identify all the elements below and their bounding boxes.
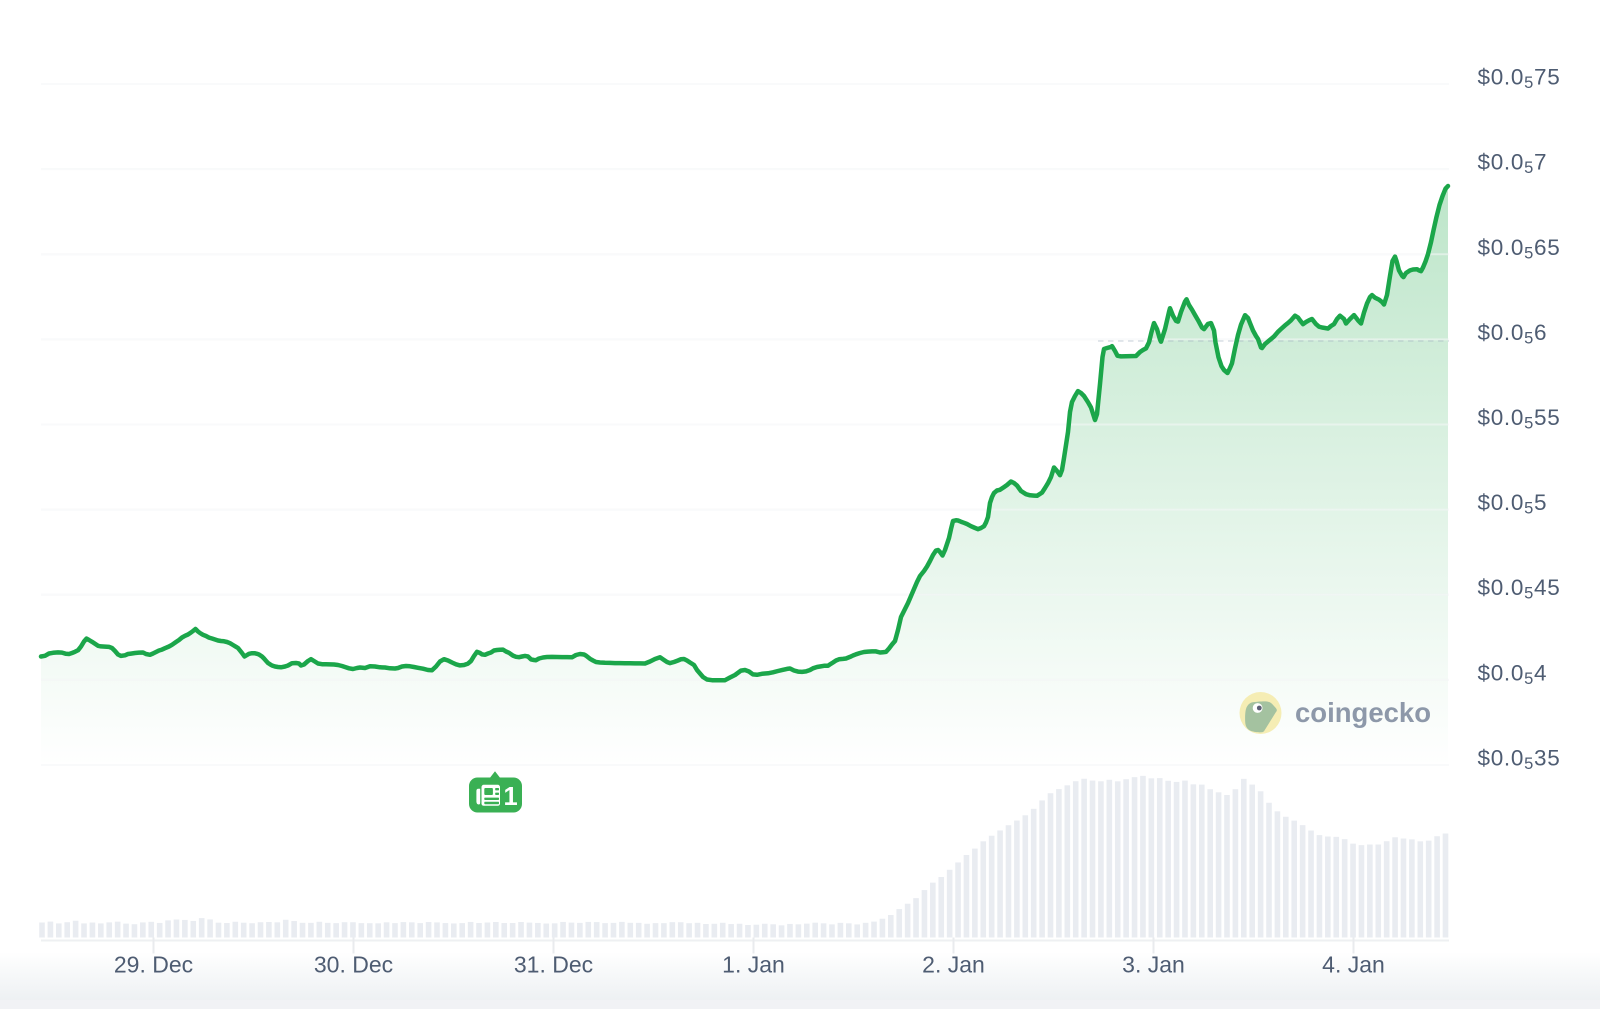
svg-text:$0.0555: $0.0555 [1478, 405, 1561, 433]
svg-text:2. Jan: 2. Jan [922, 952, 985, 978]
svg-text:29. Dec: 29. Dec [114, 952, 193, 978]
svg-text:$0.0565: $0.0565 [1478, 235, 1561, 262]
svg-text:$0.0535: $0.0535 [1478, 746, 1561, 774]
svg-text:30. Dec: 30. Dec [314, 952, 393, 978]
svg-text:3. Jan: 3. Jan [1122, 952, 1185, 978]
svg-text:$0.055: $0.055 [1478, 490, 1548, 517]
svg-text:$0.0575: $0.0575 [1478, 65, 1561, 93]
svg-text:$0.054: $0.054 [1478, 660, 1548, 688]
svg-text:1: 1 [504, 783, 518, 811]
svg-text:1. Jan: 1. Jan [722, 952, 785, 978]
svg-text:$0.057: $0.057 [1478, 150, 1548, 178]
svg-text:4. Jan: 4. Jan [1322, 952, 1385, 978]
svg-text:$0.0545: $0.0545 [1478, 575, 1561, 603]
svg-text:$0.056: $0.056 [1478, 320, 1548, 348]
svg-text:31. Dec: 31. Dec [514, 952, 593, 978]
svg-text:coingecko: coingecko [1295, 697, 1431, 728]
